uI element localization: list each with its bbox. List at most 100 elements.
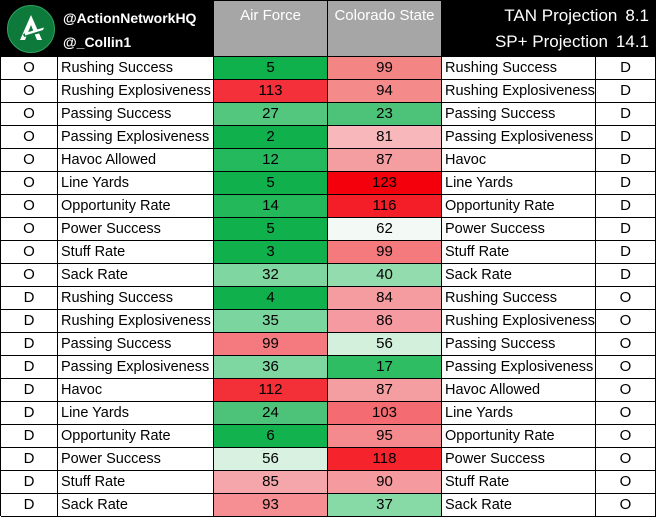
team1-rank-cell: 5 <box>214 57 328 80</box>
team1-rank-cell: 6 <box>214 425 328 448</box>
team1-rank-cell: 36 <box>214 356 328 379</box>
left-stat-cell: Opportunity Rate <box>58 425 214 448</box>
team2-rank-cell: 123 <box>328 172 442 195</box>
right-unit-cell: O <box>596 494 656 517</box>
right-unit-cell: O <box>596 287 656 310</box>
left-stat-cell: Rushing Explosiveness <box>58 310 214 333</box>
left-unit-cell: O <box>1 195 58 218</box>
team2-rank-cell: 84 <box>328 287 442 310</box>
left-stat-cell: Havoc <box>58 379 214 402</box>
left-unit-cell: O <box>1 218 58 241</box>
team1-rank-cell: 99 <box>214 333 328 356</box>
right-stat-cell: Havoc <box>442 149 596 172</box>
left-stat-cell: Havoc Allowed <box>58 149 214 172</box>
left-stat-cell: Power Success <box>58 218 214 241</box>
tan-projection: TAN Projection 8.1 <box>504 7 649 25</box>
sp-projection: SP+ Projection 14.1 <box>495 33 649 51</box>
left-unit-cell: O <box>1 57 58 80</box>
right-unit-cell: O <box>596 379 656 402</box>
right-unit-cell: D <box>596 57 656 80</box>
right-unit-cell: D <box>596 264 656 287</box>
left-stat-cell: Opportunity Rate <box>58 195 214 218</box>
right-unit-cell: O <box>596 356 656 379</box>
tan-value: 8.1 <box>625 6 649 25</box>
team1-rank-cell: 24 <box>214 402 328 425</box>
team1-header: Air Force <box>214 1 328 57</box>
right-stat-cell: Passing Explosiveness <box>442 356 596 379</box>
right-unit-cell: D <box>596 172 656 195</box>
team2-header: Colorado State <box>328 1 442 57</box>
right-unit-cell: O <box>596 333 656 356</box>
left-stat-cell: Sack Rate <box>58 494 214 517</box>
team2-rank-cell: 95 <box>328 425 442 448</box>
left-stat-cell: Sack Rate <box>58 264 214 287</box>
handle-primary: @ActionNetworkHQ <box>63 10 197 26</box>
left-stat-cell: Rushing Explosiveness <box>58 80 214 103</box>
left-stat-cell: Rushing Success <box>58 57 214 80</box>
arrow-logo-icon <box>20 15 44 40</box>
left-unit-cell: O <box>1 103 58 126</box>
team1-rank-cell: 27 <box>214 103 328 126</box>
left-stat-cell: Passing Success <box>58 103 214 126</box>
team1-rank-cell: 35 <box>214 310 328 333</box>
right-stat-cell: Havoc Allowed <box>442 379 596 402</box>
team2-rank-cell: 81 <box>328 126 442 149</box>
brand-header: @ActionNetworkHQ @_Collin1 <box>1 1 214 57</box>
right-unit-cell: D <box>596 103 656 126</box>
right-stat-cell: Stuff Rate <box>442 471 596 494</box>
left-stat-cell: Stuff Rate <box>58 471 214 494</box>
right-stat-cell: Rushing Success <box>442 287 596 310</box>
left-stat-cell: Power Success <box>58 448 214 471</box>
team1-rank-cell: 2 <box>214 126 328 149</box>
team2-rank-cell: 99 <box>328 241 442 264</box>
left-unit-cell: D <box>1 356 58 379</box>
left-unit-cell: D <box>1 287 58 310</box>
right-unit-cell: O <box>596 448 656 471</box>
left-stat-cell: Stuff Rate <box>58 241 214 264</box>
team1-rank-cell: 112 <box>214 379 328 402</box>
team2-rank-cell: 94 <box>328 80 442 103</box>
team2-rank-cell: 23 <box>328 103 442 126</box>
left-unit-cell: O <box>1 126 58 149</box>
team2-rank-cell: 40 <box>328 264 442 287</box>
handle-secondary: @_Collin1 <box>63 34 132 50</box>
team2-rank-cell: 17 <box>328 356 442 379</box>
team1-rank-cell: 4 <box>214 287 328 310</box>
right-unit-cell: O <box>596 425 656 448</box>
left-stat-cell: Passing Explosiveness <box>58 126 214 149</box>
left-unit-cell: D <box>1 333 58 356</box>
right-stat-cell: Passing Success <box>442 103 596 126</box>
team1-rank-cell: 3 <box>214 241 328 264</box>
team1-rank-cell: 113 <box>214 80 328 103</box>
team2-rank-cell: 62 <box>328 218 442 241</box>
team1-rank-cell: 14 <box>214 195 328 218</box>
left-stat-cell: Passing Success <box>58 333 214 356</box>
team2-rank-cell: 90 <box>328 471 442 494</box>
team2-rank-cell: 99 <box>328 57 442 80</box>
team2-rank-cell: 116 <box>328 195 442 218</box>
right-stat-cell: Opportunity Rate <box>442 195 596 218</box>
team2-rank-cell: 118 <box>328 448 442 471</box>
right-stat-cell: Passing Explosiveness <box>442 126 596 149</box>
right-unit-cell: D <box>596 218 656 241</box>
team2-rank-cell: 103 <box>328 402 442 425</box>
sp-value: 14.1 <box>615 32 649 51</box>
team1-rank-cell: 93 <box>214 494 328 517</box>
right-stat-cell: Line Yards <box>442 402 596 425</box>
left-unit-cell: O <box>1 80 58 103</box>
team1-rank-cell: 32 <box>214 264 328 287</box>
left-unit-cell: O <box>1 149 58 172</box>
team2-rank-cell: 37 <box>328 494 442 517</box>
left-unit-cell: O <box>1 241 58 264</box>
left-unit-cell: D <box>1 425 58 448</box>
team1-rank-cell: 56 <box>214 448 328 471</box>
action-network-logo <box>7 5 55 53</box>
team1-rank-cell: 85 <box>214 471 328 494</box>
right-stat-cell: Stuff Rate <box>442 241 596 264</box>
sp-label: SP+ Projection <box>494 32 608 51</box>
left-unit-cell: D <box>1 310 58 333</box>
left-unit-cell: D <box>1 379 58 402</box>
right-unit-cell: D <box>596 241 656 264</box>
right-stat-cell: Sack Rate <box>442 494 596 517</box>
